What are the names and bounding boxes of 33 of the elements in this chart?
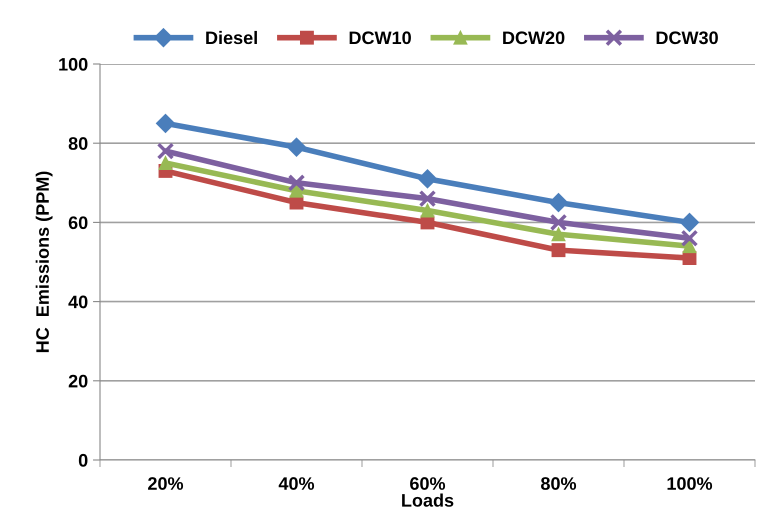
- point: [156, 142, 174, 160]
- point: [680, 212, 700, 232]
- point: [682, 239, 696, 254]
- legend-label: DCW20: [503, 31, 564, 44]
- legend-label: DCW10: [350, 31, 411, 44]
- point: [158, 156, 172, 170]
- point: [418, 190, 436, 208]
- x-tick-label: 80%: [541, 477, 576, 490]
- point: [550, 214, 568, 232]
- y-tick-label: 80: [68, 137, 88, 150]
- x-tick-label: 20%: [148, 477, 184, 490]
- point: [418, 169, 438, 188]
- point: [548, 193, 568, 212]
- point: [156, 114, 176, 133]
- point: [290, 184, 304, 198]
- y-axis-title: HC Emissions (PPM): [36, 172, 53, 352]
- y-tick-label: 100: [59, 58, 88, 71]
- point: [552, 227, 566, 242]
- point: [552, 243, 566, 258]
- y-tick-label: 0: [78, 454, 88, 467]
- y-tick-label: 20: [68, 374, 88, 388]
- y-tick-label: 60: [68, 216, 88, 230]
- point: [680, 230, 698, 247]
- x-axis-title: Loads: [402, 494, 454, 507]
- legend-label: DCW30: [656, 31, 718, 44]
- point: [286, 138, 306, 157]
- point: [288, 174, 306, 192]
- x-tick-label: 40%: [278, 477, 314, 490]
- point: [420, 204, 434, 218]
- x-tick-label: 100%: [668, 477, 712, 490]
- legend-label: Diesel: [206, 30, 257, 44]
- y-tick-label: 40: [68, 296, 88, 308]
- x-tick-label: 60%: [410, 477, 446, 490]
